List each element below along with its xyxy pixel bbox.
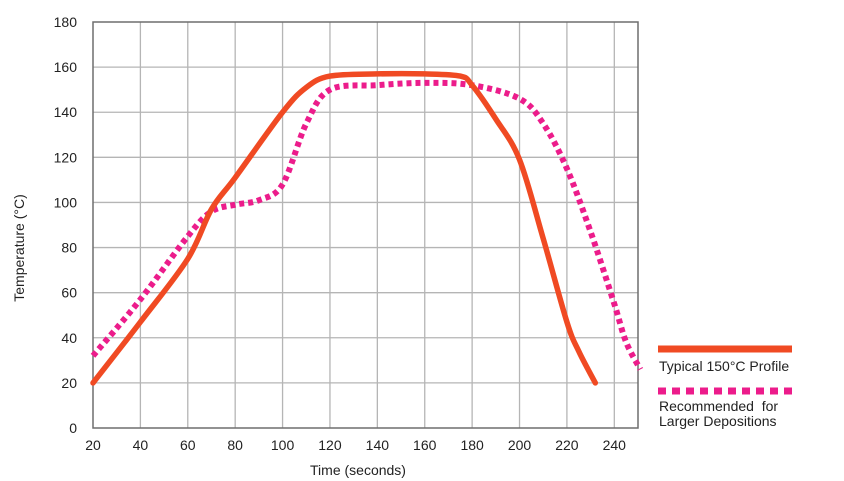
y-tick-label: 20 [61,375,77,391]
x-tick-label: 20 [85,437,101,453]
x-tick-label: 180 [460,437,484,453]
x-tick-label: 120 [318,437,342,453]
y-tick-label: 80 [61,240,77,256]
x-tick-label: 200 [508,437,532,453]
y-tick-label: 40 [61,330,77,346]
y-tick-label: 180 [54,14,78,30]
x-tick-label: 220 [555,437,579,453]
x-axis-ticks: 20 40 60 80 100 120 140 160 180 200 220 240 [85,437,626,453]
y-tick-label: 100 [54,194,78,210]
series-line-typical-150c [90,70,599,386]
legend-label-larger-depositions: Recommended for [659,398,778,414]
series-lines [90,70,644,386]
x-tick-label: 40 [133,437,149,453]
y-axis-ticks: 0 20 40 60 80 100 120 140 160 180 [54,14,78,436]
legend-label-larger-depositions: Larger Depositions [659,413,777,429]
x-tick-label: 160 [413,437,437,453]
series-line-larger-depositions [90,79,644,371]
x-axis-label: Time (seconds) [310,462,406,478]
y-tick-label: 120 [54,149,78,165]
plot-border [92,21,639,429]
x-tick-label: 100 [271,437,295,453]
y-tick-label: 140 [54,104,78,120]
x-tick-label: 80 [227,437,243,453]
y-axis-label: Temperature (°C) [11,194,27,302]
x-tick-label: 60 [180,437,196,453]
plot-frame [92,21,639,429]
y-tick-label: 0 [69,420,77,436]
legend: Typical 150°C Profile Recommended forLarg… [658,345,795,429]
y-tick-label: 160 [54,59,78,75]
x-tick-label: 140 [366,437,390,453]
y-tick-label: 60 [61,285,77,301]
x-tick-label: 240 [603,437,627,453]
legend-label-typical: Typical 150°C Profile [659,358,789,374]
grid [93,22,638,428]
